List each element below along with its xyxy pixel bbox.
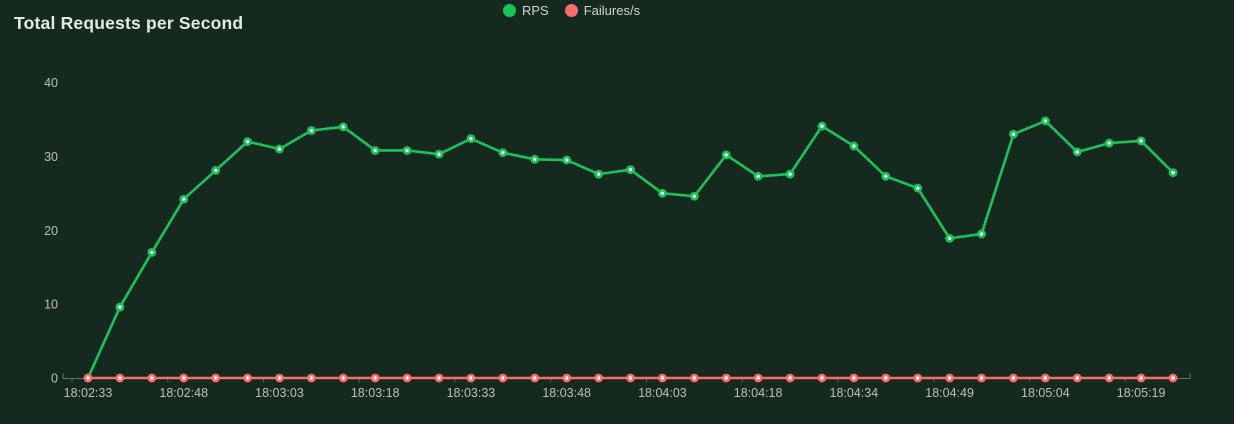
legend-item-label: RPS — [522, 3, 549, 18]
x-tick-label: 18:03:03 — [255, 386, 304, 400]
data-point-marker-center — [756, 376, 760, 380]
data-point-marker-center — [884, 376, 888, 380]
data-point-marker-center — [150, 376, 154, 380]
data-point-marker-center — [373, 376, 377, 380]
data-point-marker-center — [1043, 119, 1048, 123]
data-point-marker-center — [182, 376, 186, 380]
x-tick-label: 18:04:34 — [830, 386, 879, 400]
x-tick-label: 18:05:04 — [1021, 386, 1070, 400]
x-tick-label: 18:04:03 — [638, 386, 687, 400]
x-tick-label: 18:02:33 — [64, 386, 113, 400]
x-tick-label: 18:02:48 — [159, 386, 208, 400]
legend-item-rps[interactable]: RPS — [503, 3, 549, 18]
data-point-marker-center — [213, 376, 218, 380]
data-point-marker-center — [1075, 376, 1079, 380]
data-point-marker-center — [437, 152, 441, 156]
data-point-marker-center — [596, 376, 601, 380]
y-tick-label: 40 — [44, 76, 58, 90]
data-point-marker-center — [1171, 170, 1175, 175]
failures-legend-dot-icon — [564, 4, 578, 17]
data-point-marker-center — [277, 147, 282, 151]
data-point-marker-center — [1107, 376, 1111, 380]
series-line-rps — [86, 119, 1175, 380]
data-point-marker-center — [660, 376, 665, 380]
y-tick-label: 30 — [44, 150, 58, 164]
data-point-marker-center — [182, 197, 186, 201]
data-point-marker-center — [1139, 139, 1143, 143]
data-point-marker-center — [1107, 141, 1111, 145]
data-point-marker-center — [660, 191, 665, 196]
data-point-marker-center — [692, 194, 697, 198]
data-point-marker-center — [405, 376, 409, 380]
data-point-marker-center — [277, 376, 282, 380]
data-point-marker-center — [979, 376, 984, 380]
x-tick-label: 18:03:18 — [351, 386, 400, 400]
x-tick-label: 18:04:18 — [734, 386, 783, 400]
data-point-marker-center — [1011, 132, 1016, 136]
data-point-marker-center — [86, 376, 90, 380]
chart-legend: RPS Failures/s — [503, 3, 640, 18]
data-point-marker-center — [884, 174, 888, 179]
data-point-marker-center — [564, 376, 569, 380]
data-point-marker-center — [373, 148, 377, 153]
data-point-marker-center — [692, 376, 697, 380]
y-tick-label: 20 — [44, 224, 58, 238]
data-point-marker-center — [1139, 376, 1143, 380]
x-tick-label: 18:03:33 — [447, 386, 496, 400]
data-point-marker-center — [1043, 376, 1048, 380]
data-point-marker-center — [916, 376, 920, 380]
data-point-marker-center — [564, 158, 569, 162]
data-point-marker-center — [309, 376, 314, 380]
data-point-marker-center — [947, 236, 952, 241]
data-point-marker-center — [245, 376, 250, 380]
data-point-marker-center — [596, 172, 601, 176]
data-point-marker-center — [469, 136, 473, 141]
data-point-marker-center — [1171, 376, 1175, 380]
data-point-marker-center — [437, 376, 441, 380]
data-point-marker-center — [724, 153, 728, 157]
data-point-marker-center — [852, 376, 856, 380]
data-point-marker-center — [947, 376, 952, 380]
y-tick-label: 0 — [51, 372, 58, 386]
y-tick-label: 10 — [44, 298, 58, 312]
data-point-marker-center — [309, 128, 314, 133]
data-point-marker-center — [979, 232, 984, 236]
data-point-marker-center — [724, 376, 728, 380]
data-point-marker-center — [533, 157, 537, 162]
data-point-marker-center — [1011, 376, 1016, 380]
data-point-marker-center — [533, 376, 537, 380]
data-point-marker-center — [245, 139, 250, 144]
x-tick-label: 18:03:48 — [542, 386, 591, 400]
legend-item-failures[interactable]: Failures/s — [564, 3, 641, 18]
x-tick-label: 18:05:19 — [1117, 386, 1166, 400]
data-point-marker-center — [788, 172, 792, 176]
data-point-marker-center — [628, 376, 633, 380]
data-point-marker-center — [118, 305, 122, 309]
data-point-marker-center — [820, 124, 824, 128]
data-point-marker-center — [916, 186, 920, 190]
data-point-marker-center — [150, 250, 154, 255]
data-point-marker-center — [405, 148, 409, 153]
data-point-marker-center — [628, 167, 633, 172]
legend-item-label: Failures/s — [583, 3, 641, 18]
data-point-marker-center — [852, 144, 856, 148]
data-point-marker-center — [341, 376, 345, 380]
data-point-marker-center — [501, 376, 505, 380]
data-point-marker-center — [1075, 150, 1079, 154]
data-point-marker-center — [820, 376, 824, 380]
data-point-marker-center — [213, 168, 218, 173]
data-point-marker-center — [341, 125, 345, 129]
chart-title: Total Requests per Second — [14, 13, 244, 33]
data-point-marker-center — [788, 376, 792, 380]
data-point-marker-center — [469, 376, 473, 380]
data-point-marker-center — [501, 150, 505, 155]
data-point-marker-center — [756, 174, 760, 179]
x-tick-label: 18:04:49 — [925, 386, 974, 400]
data-point-marker-center — [118, 376, 122, 380]
rps-legend-dot-icon — [503, 4, 516, 17]
